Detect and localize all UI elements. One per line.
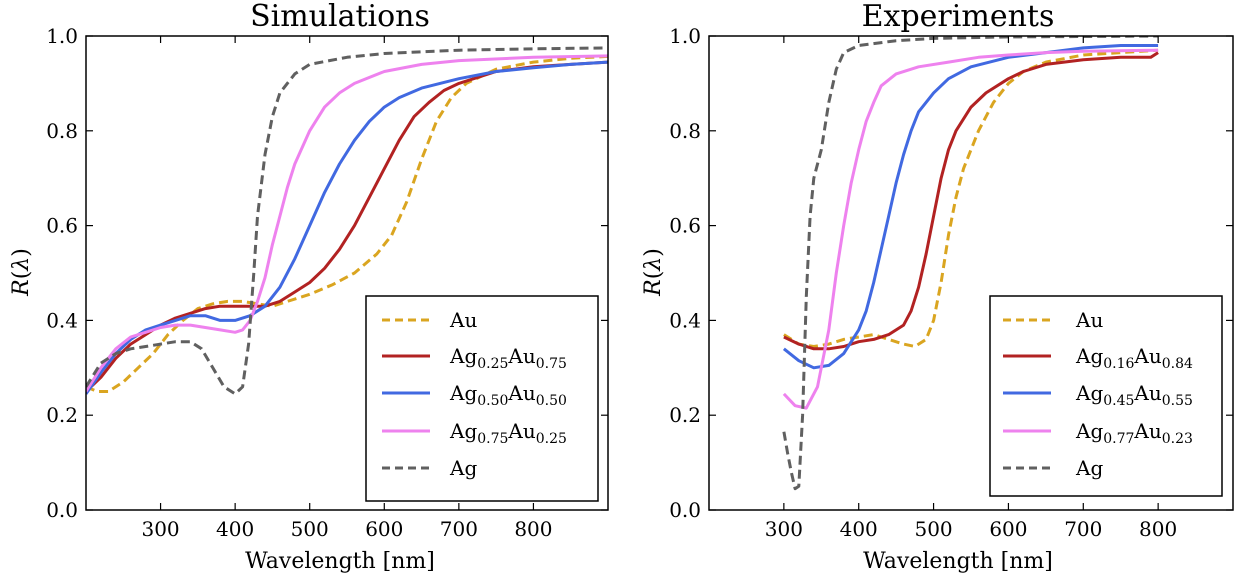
- y-tick-label: 0.4: [46, 308, 78, 332]
- legend-label-au: Au: [449, 308, 477, 332]
- x-tick-label: 700: [440, 517, 478, 541]
- x-tick-label: 700: [1064, 517, 1102, 541]
- legend-label-ag050au050: Ag0.50Au0.50: [449, 381, 567, 409]
- legend-label-ag077au023: Ag0.77Au0.23: [1075, 419, 1193, 447]
- series-line-ag050au050: [86, 60, 608, 395]
- y-tick-label: 0.0: [46, 498, 78, 522]
- chart-simulations: Simulations Wavelength [nm] R(λ) 300 400 5…: [9, 0, 609, 574]
- y-tick-label: 0.2: [46, 403, 78, 427]
- series-line-ag016au084: [783, 51, 1159, 351]
- legend-label-ag016au084: Ag0.16Au0.84: [1075, 344, 1193, 372]
- y-tick-label: 0.4: [669, 308, 701, 332]
- axis-ticks: 300 400 500 600 700 800 0.0 0.2 0.4 0.6 0.8 1.0: [46, 24, 608, 541]
- legend: Au Ag0.25Au0.75 Ag0.50Au0.50 Ag0.75Au0.2…: [365, 295, 599, 502]
- series-line-ag077au023: [782, 48, 1159, 410]
- axis-ticks: 300 400 500 600 700 800 0.0 0.2 0.4 0.6 0.8 1.0: [669, 24, 1233, 541]
- legend-label-ag: Ag: [449, 456, 477, 480]
- chart-experiments: Experiments Wavelength [nm] R(λ) 300 400 5…: [641, 0, 1234, 574]
- plot-area: [86, 46, 608, 396]
- legend-box: [365, 295, 599, 502]
- y-tick-label: 0.8: [669, 119, 701, 143]
- legend-label-au: Au: [1075, 308, 1103, 332]
- series-line-au: [783, 48, 1159, 348]
- x-tick-label: 400: [216, 517, 254, 541]
- legend-box: [989, 295, 1223, 497]
- x-tick-label: 300: [141, 517, 179, 541]
- x-tick-label: 400: [840, 517, 878, 541]
- legend-label-ag045au055: Ag0.45Au0.55: [1075, 381, 1193, 409]
- y-tick-label: 0.6: [46, 214, 78, 238]
- x-tick-label: 600: [989, 517, 1027, 541]
- y-axis-label: R(λ): [9, 248, 34, 297]
- plot-frame: [85, 35, 609, 511]
- x-tick-label: 500: [291, 517, 329, 541]
- y-tick-label: 1.0: [669, 24, 701, 48]
- x-tick-label: 300: [765, 517, 803, 541]
- legend-label-ag075au025: Ag0.75Au0.25: [449, 419, 567, 447]
- x-axis-label: Wavelength [nm]: [863, 549, 1053, 574]
- series-line-ag075au025: [86, 54, 608, 393]
- y-tick-label: 0.8: [46, 119, 78, 143]
- y-tick-label: 0.2: [669, 403, 701, 427]
- x-tick-label: 800: [514, 517, 552, 541]
- series-line-au: [86, 54, 608, 393]
- y-tick-label: 0.6: [669, 214, 701, 238]
- chart-title: Simulations: [250, 0, 430, 34]
- series-line-ag: [86, 46, 608, 396]
- y-axis-label: R(λ): [641, 248, 666, 297]
- legend-label-ag: Ag: [1075, 456, 1103, 480]
- x-tick-label: 600: [365, 517, 403, 541]
- x-axis-label: Wavelength [nm]: [245, 549, 435, 574]
- plot-frame: [708, 35, 1234, 511]
- legend-label-ag025au075: Ag0.25Au0.75: [449, 344, 567, 372]
- chart-title: Experiments: [862, 0, 1055, 34]
- y-tick-label: 0.0: [669, 498, 701, 522]
- x-tick-label: 500: [914, 517, 952, 541]
- legend: Au Ag0.16Au0.84 Ag0.45Au0.55 Ag0.77Au0.2…: [989, 295, 1223, 497]
- y-tick-label: 1.0: [46, 24, 78, 48]
- x-tick-label: 800: [1139, 517, 1177, 541]
